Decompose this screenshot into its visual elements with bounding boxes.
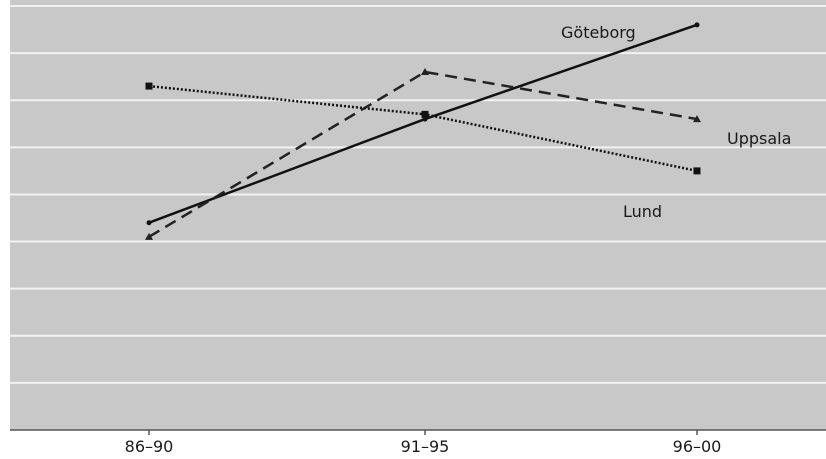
data-point-dot [694,22,700,28]
x-tick-label: 91–95 [401,437,450,456]
gridlines [10,5,826,384]
series-line [148,70,698,238]
x-tick-label: 96–00 [673,437,722,456]
data-point-dot [146,220,152,226]
series-label: Uppsala [727,129,791,148]
series-label: Göteborg [561,23,636,42]
data-point-square [145,82,153,90]
data-point-square [693,167,701,175]
x-tick-labels: 86–90 91–95 96–00 [125,430,722,456]
data-point-triangle [145,232,153,240]
data-point-triangle [693,115,701,123]
data-point-square [421,110,429,118]
data-point-triangle [421,67,429,75]
series-label: Lund [623,202,662,221]
series-labels: Göteborg Uppsala Lund [561,23,791,221]
x-tick-label: 86–90 [125,437,174,456]
series-lund [145,82,701,175]
series-layer [145,22,701,240]
series-uppsala [145,67,701,240]
plot-background [10,0,826,430]
